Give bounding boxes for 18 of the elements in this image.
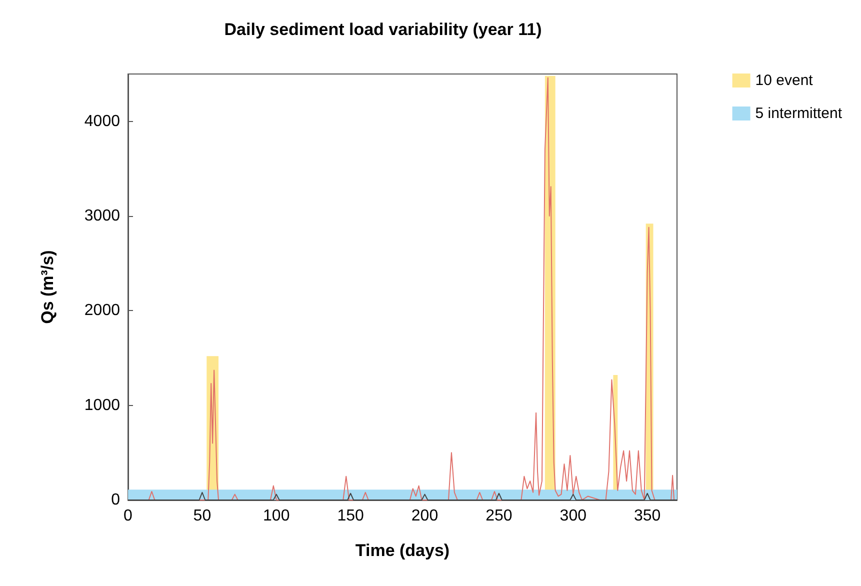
x-tick-label: 0: [124, 508, 133, 524]
x-tick-label: 300: [560, 508, 587, 524]
y-tick-label: 3000: [84, 208, 120, 224]
x-tick-label: 250: [486, 508, 512, 524]
x-tick-label: 200: [411, 508, 438, 524]
y-tick-label: 2000: [84, 302, 120, 320]
y-axis-title: Qs (m³/s): [38, 250, 57, 324]
y-tick-label: 4000: [84, 112, 120, 130]
x-tick-label: 50: [193, 508, 212, 524]
chart-title: Daily sediment load variability (year 11): [224, 20, 542, 39]
legend-label: 10 event: [755, 72, 814, 89]
x-axis-title: Time (days): [355, 541, 450, 560]
legend-label: 5 intermittent: [755, 105, 843, 122]
y-tick-label: 1000: [84, 396, 120, 414]
x-tick-label: 100: [263, 508, 290, 524]
y-tick-label: 0: [111, 492, 120, 508]
x-tick-label: 150: [337, 508, 364, 524]
x-tick-label: 350: [634, 508, 661, 524]
